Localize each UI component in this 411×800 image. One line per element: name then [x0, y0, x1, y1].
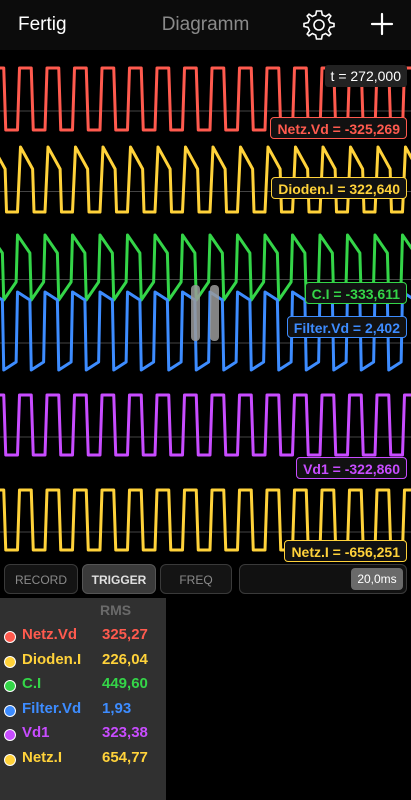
channel-label[interactable]: Netz.I = -656,251	[284, 540, 407, 562]
tab-freq[interactable]: FREQ	[160, 564, 232, 594]
channel-color-dot	[4, 680, 16, 692]
channel-color-dot	[4, 753, 16, 766]
page-title: Diagramm	[161, 14, 250, 35]
navigation-bar: Fertig Diagramm	[0, 0, 411, 50]
rms-value: 323,38	[102, 724, 148, 741]
channel-label[interactable]: Filter.Vd = 2,402	[286, 316, 407, 338]
add-icon[interactable]	[364, 6, 400, 42]
done-button[interactable]: Fertig	[18, 14, 67, 35]
rms-row[interactable]: C.I 449,60	[0, 675, 166, 699]
rms-value: 1,93	[102, 699, 132, 717]
mode-tabs: RECORD TRIGGER FREQ	[0, 562, 411, 596]
rms-row[interactable]: Vd1 323,38	[0, 724, 166, 748]
channel-color-dot	[4, 704, 16, 717]
channel-color-dot	[4, 655, 16, 668]
rms-header: RMS	[100, 602, 132, 618]
empty-panel	[166, 598, 411, 800]
rms-channel-name: Netz.Vd	[22, 626, 78, 643]
rms-channel-name: C.I	[22, 675, 42, 692]
rms-row[interactable]: Netz.I 654,77	[0, 749, 166, 773]
pause-icon[interactable]	[191, 285, 219, 341]
channel-label[interactable]: Netz.Vd = -325,269	[270, 117, 407, 139]
tab-record[interactable]: RECORD	[4, 564, 78, 594]
rms-value: 449,60	[102, 675, 148, 692]
waveform-trace	[0, 66, 411, 132]
rms-row[interactable]: Dioden.I 226,04	[0, 651, 166, 675]
channel-label[interactable]: C.I = -333,611	[304, 282, 407, 304]
rms-value: 654,77	[102, 748, 148, 766]
rms-value: 325,27	[102, 626, 148, 643]
channel-label[interactable]: Vd1 = -322,860	[296, 457, 407, 479]
waveform-trace	[0, 233, 411, 302]
rms-channel-name: Filter.Vd	[22, 699, 82, 717]
rms-row[interactable]: Filter.Vd 1,93	[0, 700, 166, 724]
time-readout: t = 272,000	[324, 65, 407, 87]
rms-panel: RMS Netz.Vd 325,27 Dioden.I 226,04 C.I 449,60…	[0, 598, 166, 800]
tab-trigger[interactable]: TRIGGER	[82, 564, 156, 594]
channel-color-dot	[4, 631, 16, 643]
channel-color-dot	[4, 729, 16, 741]
waveform-trace	[0, 488, 411, 552]
channel-label[interactable]: Dioden.I = 322,640	[271, 177, 407, 199]
waveform-trace	[0, 393, 411, 457]
gear-icon[interactable]	[302, 8, 336, 42]
rms-value: 226,04	[102, 650, 148, 668]
rms-channel-name: Vd1	[22, 724, 50, 741]
timebase-value[interactable]: 20,0ms	[351, 568, 403, 590]
timebase-slider[interactable]: 20,0ms	[239, 564, 407, 594]
rms-channel-name: Netz.I	[22, 748, 63, 766]
rms-channel-name: Dioden.I	[22, 650, 82, 668]
rms-row[interactable]: Netz.Vd 325,27	[0, 626, 166, 650]
